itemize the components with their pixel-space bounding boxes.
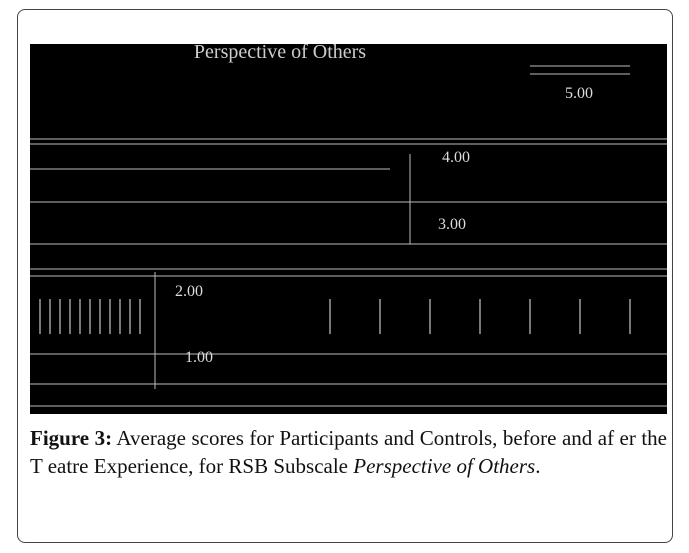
figure-image: Perspective of Others 5.00 4.00 3.00 2.0… <box>30 44 667 414</box>
tick-label: 4.00 <box>442 149 470 166</box>
caption-end: . <box>535 454 540 478</box>
tick-label: 3.00 <box>438 216 466 233</box>
caption-text: Average scores for Participants and Cont… <box>30 426 667 478</box>
tick-label: 2.00 <box>175 283 203 300</box>
page: Perspective of Others 5.00 4.00 3.00 2.0… <box>0 0 689 553</box>
tick-label: 1.00 <box>185 349 213 366</box>
tick-label: 5.00 <box>565 85 593 102</box>
caption-label: Figure 3: <box>30 426 112 450</box>
figure-title: Perspective of Others <box>194 44 366 63</box>
caption-emphasis: Perspective of Others <box>353 454 535 478</box>
figure-caption: Figure 3: Average scores for Participant… <box>30 424 667 480</box>
